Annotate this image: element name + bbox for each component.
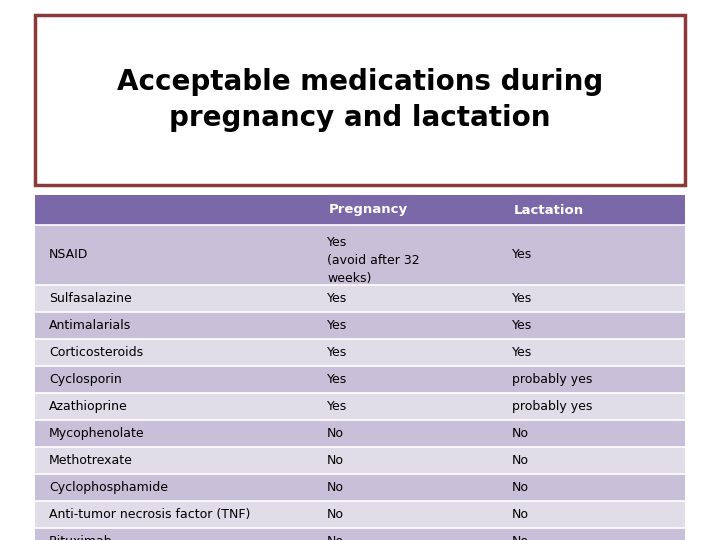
- Text: Anti-tumor necrosis factor (TNF): Anti-tumor necrosis factor (TNF): [49, 508, 251, 521]
- Text: No: No: [327, 454, 344, 467]
- Text: Mycophenolate: Mycophenolate: [49, 427, 145, 440]
- Bar: [35, 447, 318, 474]
- Text: probably yes: probably yes: [512, 373, 593, 386]
- Bar: [35, 420, 318, 447]
- Text: Antimalarials: Antimalarials: [49, 319, 131, 332]
- Text: Yes: Yes: [512, 346, 532, 359]
- Text: Yes: Yes: [327, 346, 347, 359]
- Text: Sulfasalazine: Sulfasalazine: [49, 292, 132, 305]
- Text: Yes: Yes: [327, 400, 347, 413]
- Bar: [318, 501, 503, 528]
- Bar: [503, 528, 685, 540]
- Text: No: No: [327, 535, 344, 540]
- Bar: [318, 393, 503, 420]
- Text: No: No: [327, 508, 344, 521]
- Text: Cyclosporin: Cyclosporin: [49, 373, 122, 386]
- Bar: [35, 528, 318, 540]
- Bar: [318, 420, 503, 447]
- Text: No: No: [327, 427, 344, 440]
- Text: probably yes: probably yes: [512, 400, 593, 413]
- Text: Acceptable medications during
pregnancy and lactation: Acceptable medications during pregnancy …: [117, 68, 603, 132]
- Text: Cyclophosphamide: Cyclophosphamide: [49, 481, 168, 494]
- Bar: [503, 420, 685, 447]
- Text: No: No: [512, 508, 529, 521]
- Bar: [318, 447, 503, 474]
- Text: Yes: Yes: [512, 319, 532, 332]
- Bar: [35, 285, 318, 312]
- Bar: [318, 312, 503, 339]
- Bar: [318, 195, 503, 225]
- Text: Lactation: Lactation: [514, 204, 584, 217]
- Bar: [35, 225, 318, 285]
- Bar: [503, 501, 685, 528]
- Bar: [35, 366, 318, 393]
- Text: NSAID: NSAID: [49, 248, 89, 261]
- Bar: [503, 366, 685, 393]
- Bar: [318, 285, 503, 312]
- Bar: [503, 312, 685, 339]
- Bar: [318, 528, 503, 540]
- Text: Pregnancy: Pregnancy: [329, 204, 408, 217]
- Bar: [35, 393, 318, 420]
- Bar: [318, 366, 503, 393]
- Text: No: No: [512, 481, 529, 494]
- Bar: [35, 195, 318, 225]
- Text: Corticosteroids: Corticosteroids: [49, 346, 143, 359]
- Text: No: No: [512, 427, 529, 440]
- Bar: [318, 339, 503, 366]
- Bar: [503, 195, 685, 225]
- Bar: [503, 447, 685, 474]
- Text: Yes: Yes: [327, 373, 347, 386]
- Bar: [503, 474, 685, 501]
- Bar: [35, 501, 318, 528]
- Bar: [35, 474, 318, 501]
- Bar: [503, 225, 685, 285]
- Bar: [318, 474, 503, 501]
- Bar: [318, 225, 503, 285]
- Text: Yes: Yes: [512, 292, 532, 305]
- Text: Yes: Yes: [512, 248, 532, 261]
- Bar: [35, 312, 318, 339]
- Text: Yes: Yes: [327, 319, 347, 332]
- Text: No: No: [327, 481, 344, 494]
- Text: Yes
(avoid after 32
weeks): Yes (avoid after 32 weeks): [327, 236, 420, 285]
- Text: Methotrexate: Methotrexate: [49, 454, 133, 467]
- Bar: [503, 285, 685, 312]
- Text: Yes: Yes: [327, 292, 347, 305]
- Text: No: No: [512, 535, 529, 540]
- Bar: [503, 339, 685, 366]
- Bar: [35, 339, 318, 366]
- FancyBboxPatch shape: [35, 15, 685, 185]
- Text: No: No: [512, 454, 529, 467]
- Bar: [503, 393, 685, 420]
- Text: Rituximab: Rituximab: [49, 535, 113, 540]
- Text: Azathioprine: Azathioprine: [49, 400, 128, 413]
